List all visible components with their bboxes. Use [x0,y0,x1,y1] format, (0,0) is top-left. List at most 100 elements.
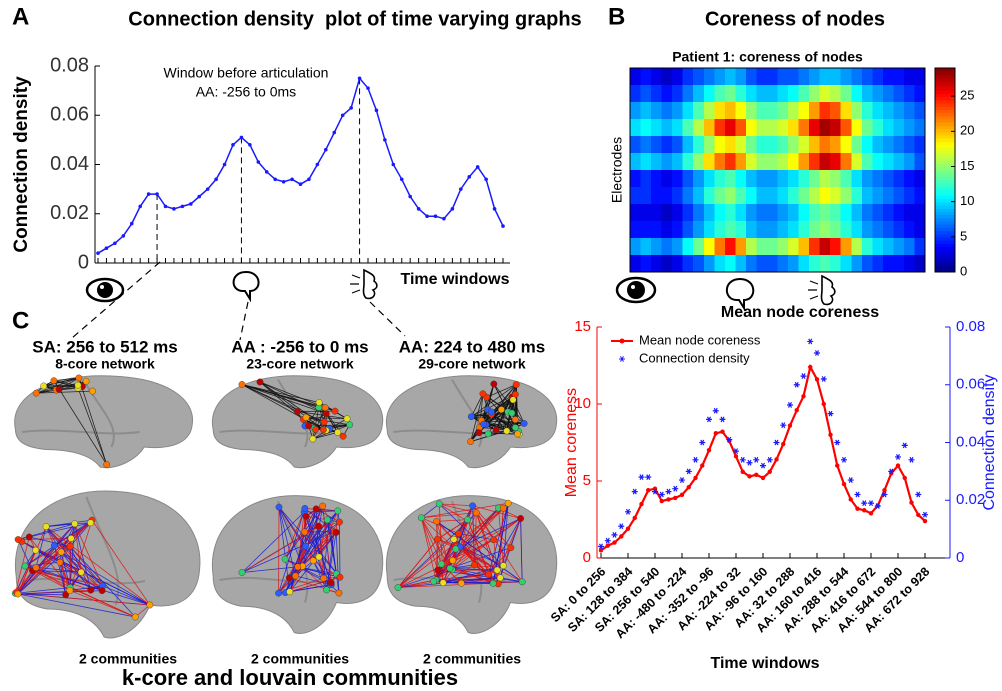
point-marker [712,407,719,414]
network-edge [479,430,507,434]
heatmap-cell [872,85,884,103]
network-node [335,589,343,597]
heatmap-cell [766,255,778,273]
heatmap-cell [682,68,694,86]
network-node [475,429,483,437]
network-edge [297,531,335,568]
colorbar-segment [935,115,955,120]
colorbar-segment [935,182,955,187]
network-edge [58,377,80,390]
point-marker [794,407,799,413]
network-edge [305,519,328,547]
network-edge [488,518,521,575]
network-node [87,586,95,594]
brain [211,495,384,634]
heatmap-cell [661,255,673,273]
network-node [320,574,327,582]
network-node [285,574,293,582]
network-edge [69,585,103,591]
heatmap-cell [882,255,894,273]
network-node [315,553,323,561]
point-marker [841,481,847,487]
network-node [315,399,323,406]
y-axis-label: Mean coreness [563,388,580,497]
network-edge [397,569,453,588]
heatmap-cell [893,68,905,86]
colorbar-segment [935,125,955,130]
network-edge [312,407,320,439]
y2-axis-label: Connection density [981,374,998,510]
y-tick-label: 0 [583,549,591,566]
point-marker [645,474,652,481]
point-marker [121,234,126,238]
network-node [57,548,65,556]
network-node [334,507,342,515]
heatmap-cell [745,68,757,86]
heatmap-cell [830,170,842,188]
network-edge [439,503,512,549]
network-node [309,435,317,443]
colorbar-segment [935,192,955,196]
point-marker [652,488,658,495]
heatmap-cell [903,102,915,120]
heatmap-cell [840,255,852,273]
network-node [497,406,505,413]
heatmap-cell [851,170,863,188]
network-edge [436,521,523,583]
colorbar-segment [935,205,955,209]
heatmap-cell [861,238,873,256]
point-marker [639,501,644,507]
network-edge [520,518,523,582]
heatmap-cell [724,136,736,154]
network-node [56,558,64,566]
colorbar-segment [935,160,955,165]
heatmap-cell [861,68,873,86]
heatmap-cell [851,238,863,256]
network-edge [59,561,103,591]
heatmap-cell [819,136,831,154]
point-marker [598,543,604,550]
heatmap-cell [893,136,905,154]
colorbar-segment [935,141,955,145]
point-marker [692,456,699,463]
network-edge [302,526,320,567]
network-node [89,387,96,395]
network-edge [77,387,108,465]
colorbar-segment [935,227,955,232]
network-edge [259,381,326,408]
heatmap-cell [672,204,684,222]
heatmap-cell [693,255,705,273]
speech-icon [725,277,755,312]
point-marker [828,432,833,437]
connector [369,301,406,337]
heatmap-cell [630,221,642,239]
heatmap-cell [672,136,684,154]
y-tick-label: 5 [583,472,591,489]
network-edge [241,384,320,403]
heatmap-cell [651,153,663,171]
network-node [457,579,465,587]
point-marker [706,448,712,453]
heatmap-cell [798,187,810,205]
point-marker [665,488,672,495]
colorbar-segment [935,189,955,193]
panel-label: A [12,3,29,30]
heatmap-cell [714,85,726,103]
heatmap-cell [766,68,778,86]
point-marker [754,472,759,478]
colorbar-segment [935,134,955,139]
heatmap-cell [882,204,894,222]
heatmap-cell [788,238,800,256]
network-edge [312,505,324,561]
network-edge [312,560,324,579]
network-node [499,504,507,512]
heatmap-cell [693,102,705,120]
point-marker [808,364,813,370]
point-marker [909,500,914,505]
network-node [32,564,40,571]
colorbar-segment [935,236,955,241]
heatmap-cell [914,170,926,188]
heatmap-cell [851,119,863,137]
heatmap-cell [766,119,778,137]
point-marker [787,423,793,428]
